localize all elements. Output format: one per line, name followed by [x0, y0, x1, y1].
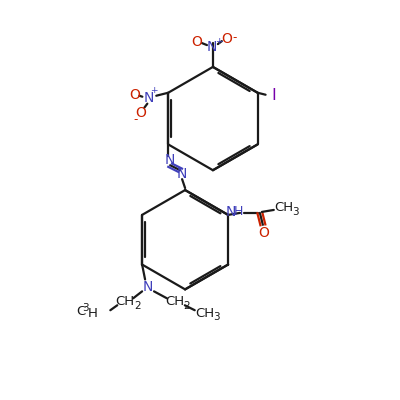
- Text: CH: CH: [195, 307, 214, 320]
- Text: O: O: [129, 88, 140, 102]
- Text: H: H: [88, 307, 97, 320]
- Text: +: +: [150, 86, 158, 95]
- Text: N: N: [165, 153, 175, 167]
- Text: CH: CH: [116, 295, 135, 308]
- Text: CH: CH: [274, 202, 293, 214]
- Text: N: N: [226, 205, 236, 219]
- Text: -: -: [133, 113, 138, 126]
- Text: CH: CH: [165, 295, 184, 308]
- Text: 2: 2: [134, 301, 140, 311]
- Text: N: N: [207, 40, 217, 54]
- Text: +: +: [215, 37, 223, 46]
- Text: 3: 3: [213, 312, 220, 322]
- Text: H: H: [233, 206, 243, 218]
- Text: 3: 3: [292, 207, 299, 217]
- Text: -: -: [232, 31, 237, 44]
- Text: N: N: [177, 167, 187, 181]
- Text: O: O: [221, 32, 232, 46]
- Text: O: O: [192, 35, 202, 49]
- Text: N: N: [143, 91, 154, 105]
- Text: C: C: [76, 305, 85, 318]
- Text: N: N: [143, 280, 153, 294]
- Text: 2: 2: [184, 301, 190, 311]
- Text: O: O: [258, 226, 269, 240]
- Text: O: O: [135, 106, 146, 120]
- Text: 3: 3: [82, 303, 89, 313]
- Text: I: I: [271, 88, 276, 103]
